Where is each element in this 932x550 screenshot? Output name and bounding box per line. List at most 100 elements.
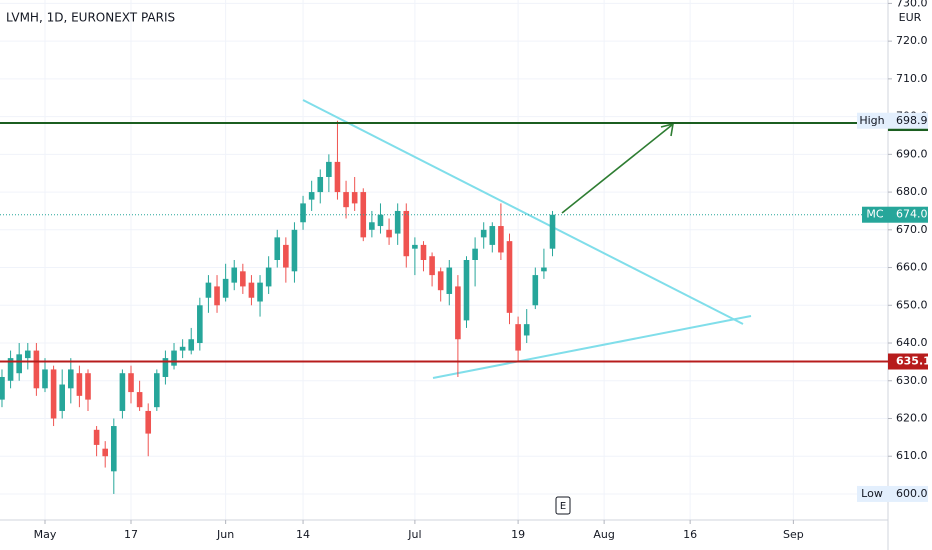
candle-body [145, 410, 152, 434]
candle-body [498, 226, 504, 253]
candle-body [386, 229, 392, 238]
y-tick-label: 630.0 [896, 374, 928, 387]
candle-body [59, 384, 65, 411]
x-tick-label: 14 [296, 528, 310, 541]
price-name: High [859, 114, 884, 127]
candle-body [0, 376, 5, 400]
price-name: Low [861, 487, 883, 500]
candle-body [231, 267, 238, 283]
candle-body [257, 282, 263, 302]
candles [0, 120, 556, 494]
price-value: 698.9 [896, 114, 928, 127]
candle-body [291, 229, 298, 272]
candle-body [24, 350, 31, 359]
x-tick-label: Jul [407, 528, 421, 541]
candle-body [308, 192, 315, 200]
candle-body [463, 260, 470, 321]
candle-body [515, 324, 521, 351]
y-tick-label: 620.0 [896, 411, 928, 424]
candle-body [326, 161, 332, 177]
y-tick-label: 710.0 [896, 72, 928, 85]
candle-body [240, 271, 246, 287]
candle-body [317, 176, 324, 193]
price-tag [862, 206, 928, 223]
y-tick-label: 650.0 [896, 298, 928, 311]
candle-body [76, 373, 83, 396]
price-name: MC [866, 208, 883, 221]
candle-body [7, 358, 14, 381]
candle-body [489, 226, 496, 245]
candle-body [16, 354, 22, 374]
x-tick-label: May [34, 528, 57, 541]
chart-title: LVMH, 1D, EURONEXT PARIS [6, 11, 175, 25]
candle-body [42, 369, 48, 389]
candle-body [128, 373, 134, 393]
candle-body [93, 429, 100, 445]
price-value: 600.0 [896, 487, 928, 500]
candle-body [162, 358, 169, 377]
candle-body [472, 248, 478, 260]
x-tick-label: Sep [783, 528, 804, 541]
candle-body [334, 161, 341, 193]
candle-body [111, 426, 117, 472]
x-tick-label: Jun [216, 528, 234, 541]
candle-body [549, 214, 556, 249]
candle-body [67, 369, 74, 389]
y-tick-label: 730.0 [896, 0, 928, 9]
y-tick-label: 660.0 [896, 261, 928, 274]
y-tick-label: 720.0 [896, 34, 928, 47]
candle-body [119, 373, 126, 411]
candle-body [394, 210, 401, 234]
candle-body [429, 256, 435, 276]
candle-body [523, 324, 530, 336]
y-tick-label: 690.0 [896, 147, 928, 160]
candle-body [532, 275, 539, 306]
candle-body [33, 350, 40, 389]
y-tick-label: 640.0 [896, 336, 928, 349]
price-value: 674.0 [896, 208, 928, 221]
candle-body [446, 267, 453, 294]
candle-body [351, 192, 358, 204]
candle-body [102, 448, 109, 457]
candle-body [179, 346, 186, 351]
candle-body [283, 244, 289, 268]
candle-body [300, 203, 306, 223]
candle-body [248, 282, 255, 298]
candle-body [455, 286, 461, 340]
candle-body [188, 339, 195, 351]
candle-body [214, 286, 220, 306]
candle-body [506, 241, 513, 313]
candle-body [265, 267, 272, 287]
candle-body [197, 305, 203, 344]
candle-body [403, 210, 410, 257]
event-marker: E [560, 501, 566, 512]
trend-line [432, 315, 752, 379]
candle-body [541, 267, 547, 272]
candle-body [480, 229, 487, 238]
x-tick-label: 19 [511, 528, 525, 541]
candle-body [437, 271, 444, 291]
y-tick-label: 670.0 [896, 223, 928, 236]
candle-body [154, 373, 160, 408]
y-axis-label: EUR [899, 11, 922, 24]
x-tick-label: 17 [124, 528, 138, 541]
candle-body [412, 244, 418, 249]
candle-body [377, 214, 384, 227]
y-tick-label: 610.0 [896, 449, 928, 462]
candle-body [420, 244, 427, 260]
x-tick-label: 16 [683, 528, 697, 541]
candle-body [171, 350, 177, 366]
level-label: 635.1 [896, 355, 931, 368]
candle-body [136, 392, 143, 408]
candle-body [343, 192, 349, 208]
price-tag [857, 112, 928, 129]
candle-body [205, 282, 212, 298]
candle-body [274, 237, 281, 260]
trend-line [302, 99, 744, 325]
arrow [561, 124, 673, 214]
candle-body [50, 369, 57, 419]
y-tick-label: 680.0 [896, 185, 928, 198]
event-box [555, 496, 571, 515]
candle-body [222, 278, 229, 298]
